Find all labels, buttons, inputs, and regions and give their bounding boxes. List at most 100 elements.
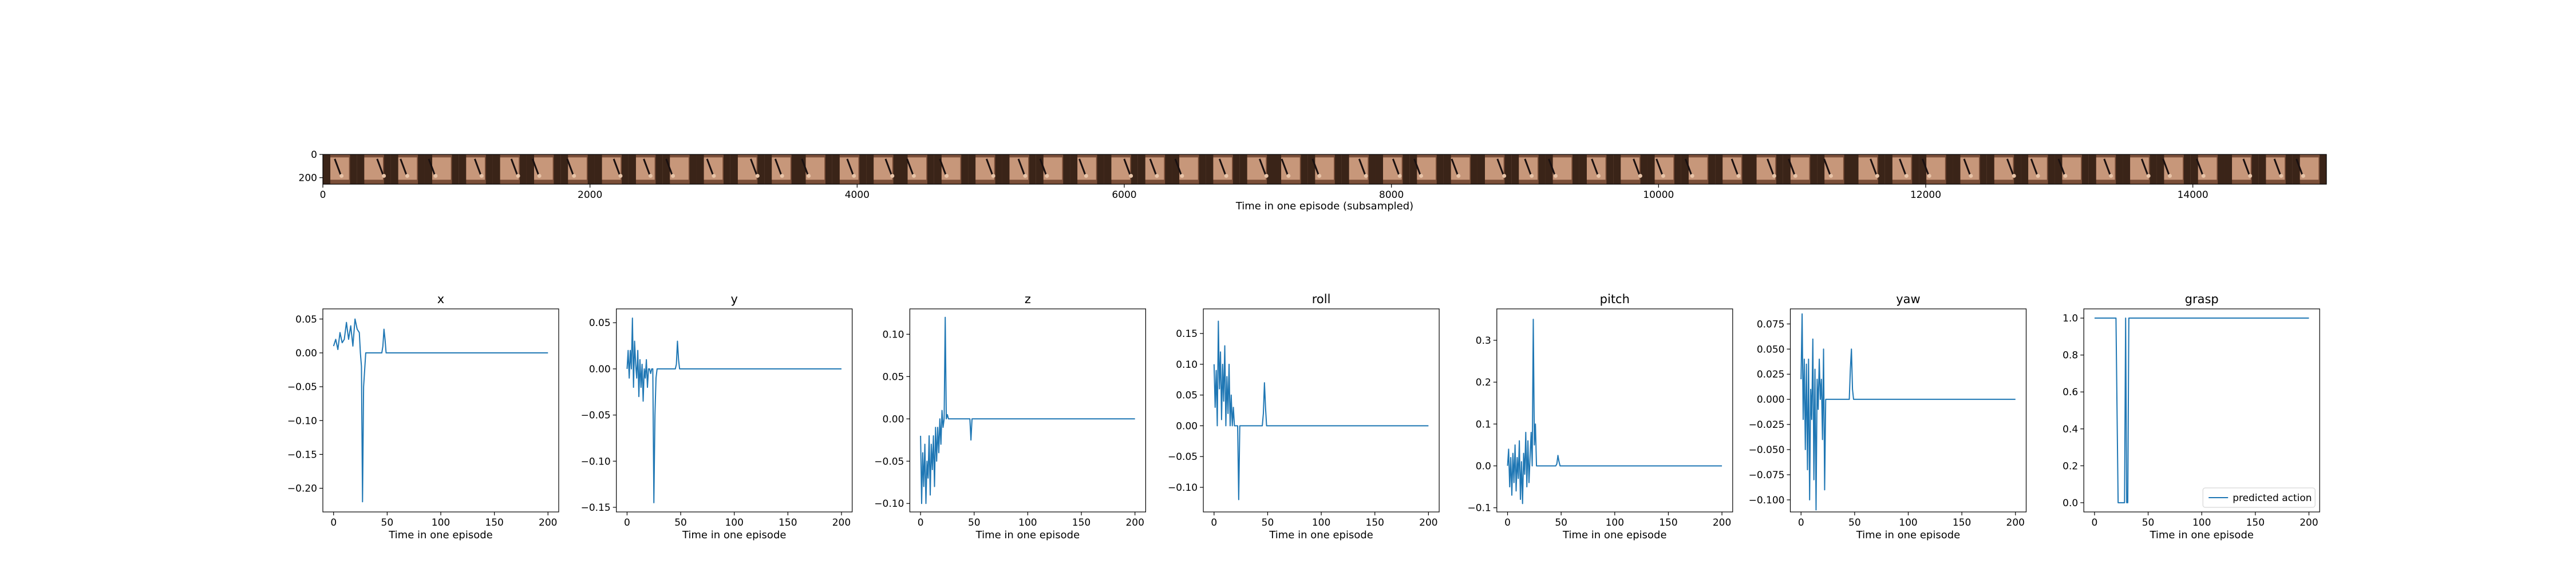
episode-frame [730, 154, 765, 184]
y-tick-label: −0.025 [1749, 419, 1785, 431]
x-tick-label: 100 [1606, 517, 1624, 529]
episode-frame [1884, 154, 1919, 184]
episode-frame [1511, 154, 1546, 184]
y-tick-label: 0.050 [1757, 344, 1785, 355]
x-tick-label: 100 [1312, 517, 1330, 529]
x-tick-label: 200 [832, 517, 851, 529]
y-tick-label: 0.025 [1757, 369, 1785, 380]
y-tick-label: −0.10 [287, 415, 317, 427]
episode-frame [2156, 154, 2191, 184]
y-tick-label: 0.6 [2063, 387, 2078, 398]
legend-box [2202, 487, 2316, 508]
episode-frame [459, 154, 493, 184]
y-tick-label: −0.10 [581, 456, 611, 467]
strip-x-tick-label: 14000 [2178, 189, 2208, 201]
episode-frame [2258, 154, 2293, 184]
y-tick-label: 0.000 [1757, 394, 1785, 406]
subplot-roll: roll 0 50 100 150 200 0.15 0.10 0.05 0.00 −0.05 −0.… [1168, 292, 1440, 541]
episode-frame [492, 154, 527, 184]
episode-frame [968, 154, 1002, 184]
subplot-y: y 0 50 100 150 200 0.05 0.00 −0.05 −0.10 −0.15 Time… [581, 292, 853, 541]
y-tick-label: −0.05 [287, 382, 317, 393]
subplot-title: x [437, 292, 444, 306]
x-tick-label: 100 [725, 517, 743, 529]
subplot-title: grasp [2185, 292, 2219, 306]
y-tick-label: −0.10 [874, 498, 904, 510]
legend: predicted action [2202, 487, 2316, 508]
y-tick-label: 0.0 [1476, 460, 1491, 472]
y-tick-label: 1.0 [2063, 313, 2078, 324]
y-tick-label: 0.15 [1176, 328, 1198, 340]
episode-frame [1953, 154, 1987, 184]
x-tick-label: 0 [918, 517, 924, 529]
x-tick-label: 0 [1504, 517, 1511, 529]
y-tick-label: 0.05 [589, 317, 611, 329]
y-tick-label: −0.05 [581, 410, 611, 422]
y-tick-label: −0.1 [1468, 503, 1491, 514]
episode-frame [390, 154, 425, 184]
episode-frame [1002, 154, 1036, 184]
episode-frame [560, 154, 595, 184]
episode-frame [696, 154, 730, 184]
episode-frame [2021, 154, 2055, 184]
episode-frame [1307, 154, 1342, 184]
y-tick-label: 0.00 [883, 414, 904, 425]
episode-frame [1375, 154, 1410, 184]
x-axis-label: Time in one episode [975, 529, 1080, 541]
episode-frame [1341, 154, 1376, 184]
subplot-x: x 0 50 100 150 200 0.05 0.00 −0.05 −0.10 −0.15 −0.2… [287, 292, 559, 541]
episode-frame [900, 154, 934, 184]
episode-frame [2292, 154, 2326, 184]
episode-frame [2088, 154, 2123, 184]
episode-frame [2123, 154, 2157, 184]
x-tick-label: 200 [1713, 517, 1731, 529]
strip-x-tick-label: 0 [320, 189, 326, 201]
episode-frame [1681, 154, 1716, 184]
episode-frame [323, 154, 357, 184]
episode-frame [1206, 154, 1240, 184]
episode-frame [1715, 154, 1749, 184]
x-tick-label: 150 [779, 517, 797, 529]
series-line [920, 316, 1135, 505]
subplot-z: z 0 50 100 150 200 0.10 0.05 0.00 −0.05 −0.10 Time … [874, 292, 1147, 541]
episode-frame [1274, 154, 1308, 184]
x-tick-label: 200 [1125, 517, 1144, 529]
strip-x-tick-label: 4000 [845, 189, 870, 201]
x-axis-label: Time in one episode [388, 529, 493, 541]
subplot-title: yaw [1896, 292, 1920, 306]
y-tick-label: 0.00 [1176, 420, 1198, 432]
x-tick-label: 150 [1072, 517, 1091, 529]
x-tick-label: 150 [1659, 517, 1677, 529]
x-tick-label: 150 [2246, 517, 2265, 529]
episode-frame [1443, 154, 1477, 184]
x-axis-label: Time in one episode [1269, 529, 1373, 541]
episode-frame [1137, 154, 1172, 184]
episode-frame [832, 154, 867, 184]
x-tick-label: 0 [1798, 517, 1804, 529]
series-line [1800, 313, 2016, 511]
x-tick-label: 50 [968, 517, 981, 529]
subplot-title: z [1025, 292, 1031, 306]
subplot-title: roll [1312, 292, 1331, 306]
y-tick-label: −0.15 [287, 449, 317, 460]
x-tick-label: 0 [2092, 517, 2098, 529]
episode-frame [1613, 154, 1647, 184]
x-tick-label: 50 [674, 517, 687, 529]
episode-frame [1579, 154, 1614, 184]
series-line [1507, 319, 1722, 505]
x-tick-label: 100 [1899, 517, 1917, 529]
x-tick-label: 150 [1953, 517, 1971, 529]
strip-y-tick-label: 0 [311, 149, 317, 161]
y-tick-label: −0.15 [581, 502, 611, 514]
x-tick-label: 150 [485, 517, 503, 529]
subplot-title: pitch [1600, 292, 1630, 306]
subplot-grasp: grasp 0 50 100 150 200 1.0 0.8 0.6 0.4 0.2 0.0 Time … [2063, 292, 2320, 541]
episode-frame [1545, 154, 1579, 184]
x-tick-label: 0 [330, 517, 337, 529]
x-tick-label: 100 [1018, 517, 1037, 529]
x-tick-label: 100 [2192, 517, 2211, 529]
y-tick-label: 0.2 [2063, 460, 2078, 472]
strip-y-ticks: 0 200 [299, 149, 323, 184]
subplot-pitch: pitch 0 50 100 150 200 0.3 0.2 0.1 0.0 −0.1 Time in… [1468, 292, 1733, 541]
